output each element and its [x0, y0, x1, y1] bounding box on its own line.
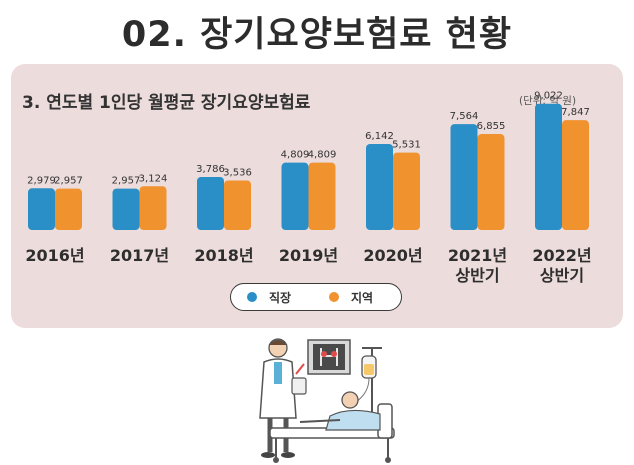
page-title: 02. 장기요양보험료 현황	[121, 15, 513, 55]
hospital-illustration	[259, 338, 395, 463]
data-label-직장-3: 4,809	[281, 150, 310, 161]
bar-지역-6	[562, 120, 589, 230]
bar-직장-1	[112, 188, 140, 230]
data-label-직장-1: 2,957	[112, 176, 141, 187]
bar-지역-2	[224, 180, 251, 230]
legend-swatch-지역	[329, 292, 339, 302]
bar-직장-3	[281, 162, 309, 230]
category-label-6-1: 상반기	[540, 266, 584, 285]
data-label-직장-4: 6,142	[365, 131, 394, 142]
bar-지역-5	[477, 134, 505, 230]
doctor-icon	[259, 338, 307, 458]
data-label-지역-1: 3,124	[139, 173, 168, 184]
category-label-2-0: 2018년	[194, 246, 253, 265]
legend-swatch-직장	[247, 292, 257, 302]
legend: 직장 지역	[230, 283, 402, 311]
data-label-지역-3: 4,809	[308, 150, 337, 161]
data-label-지역-0: 2,957	[54, 176, 83, 187]
unit-label: (단위: 억 원)	[519, 95, 577, 107]
xray-icon	[307, 339, 351, 375]
legend-label-지역: 지역	[351, 291, 374, 305]
bar-직장-2	[197, 176, 224, 230]
data-label-직장-0: 2,979	[27, 175, 56, 186]
data-label-지역-5: 6,855	[477, 121, 506, 132]
category-label-3-0: 2019년	[279, 246, 338, 265]
category-label-4-0: 2020년	[363, 246, 422, 265]
data-label-지역-6: 7,847	[561, 107, 590, 118]
data-label-지역-4: 5,531	[392, 140, 421, 151]
category-label-5-1: 상반기	[455, 266, 499, 285]
legend-label-직장: 직장	[269, 291, 292, 305]
bar-지역-3	[308, 162, 336, 230]
bed-icon	[269, 391, 395, 463]
bar-직장-0	[28, 188, 55, 230]
category-label-1-0: 2017년	[110, 246, 169, 265]
data-label-지역-2: 3,536	[223, 167, 252, 178]
category-label-6-0: 2022년	[532, 246, 591, 265]
chart-title: 3. 연도별 1인당 월평균 장기요양보험료	[22, 93, 311, 113]
bar-직장-6	[535, 103, 562, 230]
data-label-직장-6: 9,022	[534, 91, 563, 102]
bar-지역-0	[55, 188, 82, 230]
data-label-직장-2: 3,786	[196, 164, 225, 175]
bar-지역-1	[139, 186, 167, 230]
data-label-직장-5: 7,564	[450, 111, 479, 122]
bar-직장-5	[450, 124, 478, 230]
category-label-0-0: 2016년	[25, 246, 84, 265]
bar-지역-4	[393, 152, 420, 230]
category-label-5-0: 2021년	[448, 246, 507, 265]
bar-직장-4	[366, 144, 393, 230]
